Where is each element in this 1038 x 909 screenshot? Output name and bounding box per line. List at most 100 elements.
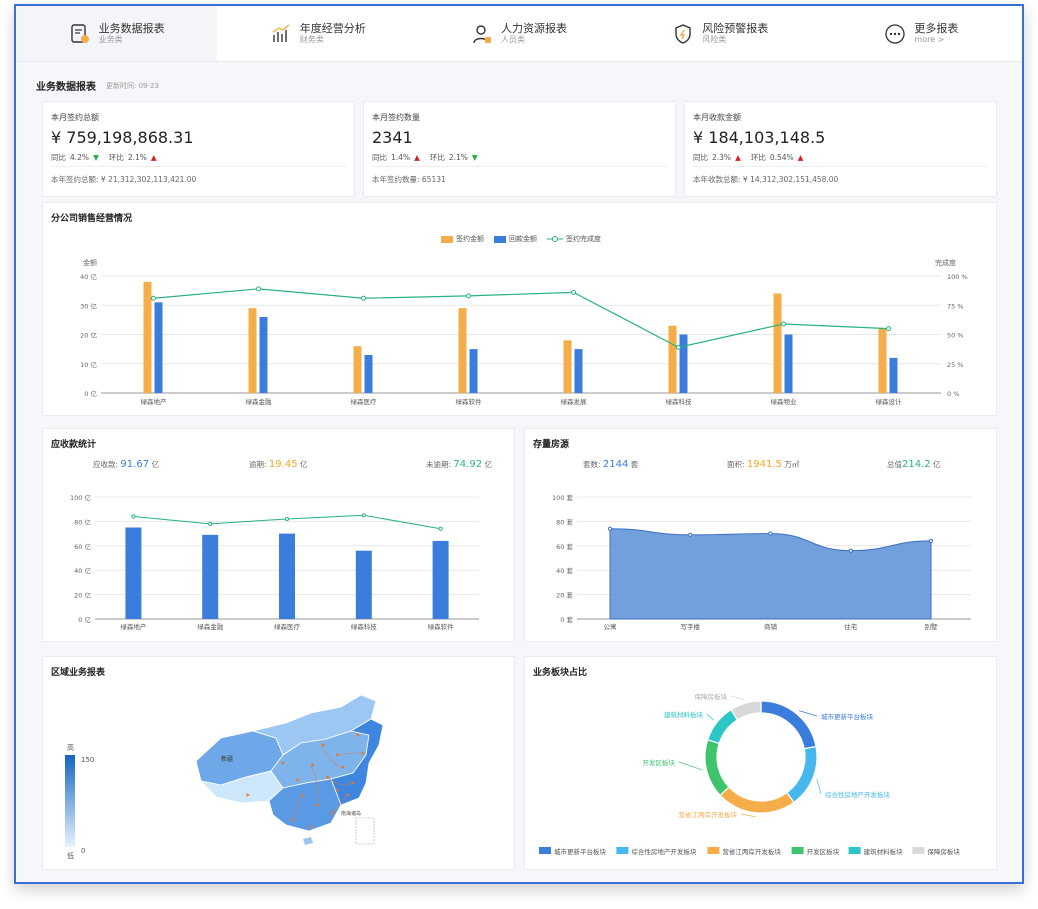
legend-item[interactable]: 签约金额 [441, 234, 484, 244]
tab-business-report[interactable]: 业务数据报表 业务类 [16, 6, 218, 61]
legend-label: 建筑材料板块 [864, 847, 904, 856]
south-sea-inset [355, 817, 375, 845]
legend-swatch [494, 235, 506, 243]
donut-leader-line [678, 761, 703, 771]
map-region-south[interactable] [268, 778, 342, 832]
kpi-value: 2341 [372, 128, 413, 147]
bar-receivable [355, 550, 372, 619]
bar-collection-amount [889, 357, 898, 393]
visualmap-gradient[interactable] [65, 755, 75, 847]
point-receivable [361, 513, 366, 518]
stat-label: 总值 [887, 460, 902, 469]
map-region-hainan[interactable] [303, 837, 313, 845]
map-region-east[interactable] [330, 718, 384, 806]
y2-tick-label: 75 % [947, 302, 964, 310]
bar-sign-amount [878, 328, 887, 393]
trend-up-icon: ▲ [797, 153, 804, 162]
y2-tick-label: 50 % [947, 332, 964, 340]
china-map[interactable]: 新疆 南海诸岛 [191, 693, 451, 863]
y2-tick-label: 0 % [947, 390, 959, 398]
x-tick-label: 绿森金融 [197, 622, 224, 631]
donut-slice-label: 综合性房地产开发板块 [825, 790, 891, 799]
bar-collection-amount [574, 349, 583, 393]
y-tick-label: 60 套 [556, 542, 573, 551]
segment-share-panel: 业务板块占比 城市更新平台板块 综合性房地产开发板块 营省江两岸开发板块 开发区板块建… [524, 656, 997, 870]
shield-icon [675, 23, 691, 44]
tab-title: 更多报表 [914, 22, 959, 35]
y-axis-label: 金额 [83, 258, 97, 267]
tab-title: 人力资源报表 [501, 22, 567, 35]
stat-unit: 亿 [484, 460, 492, 469]
x-tick-label: 绿森地产 [141, 397, 168, 406]
point-completion [256, 286, 261, 292]
y2-axis-label: 完成度 [935, 258, 956, 267]
bar-collection-amount [154, 302, 163, 393]
y-tick-label: 0 套 [560, 615, 573, 624]
stat-area: 面积: 1941.5 万㎡ [727, 459, 799, 470]
bar-collection-amount [784, 334, 793, 393]
donut-leader-line [816, 778, 822, 795]
tab-more-reports[interactable]: 更多报表 more > [821, 6, 1022, 61]
donut-slice [706, 708, 739, 745]
x-tick-label: 公寓 [604, 622, 617, 631]
bar-sign-amount [248, 308, 257, 393]
stat-value: 1941.5 [746, 459, 782, 470]
point-stock [848, 548, 853, 553]
bar-growth-icon [272, 23, 290, 42]
tab-hr-report[interactable]: 人力资源报表 人员类 [418, 6, 619, 61]
trend-up-icon: ▲ [414, 153, 420, 162]
yoy-label: 同比 [51, 153, 66, 162]
point-receivable [438, 526, 443, 531]
stat-value: 214.2 [902, 459, 931, 470]
point-completion [466, 293, 471, 299]
x-tick-label: 绿森软件 [456, 397, 483, 406]
mom-value: 2.1% [448, 153, 468, 162]
legend-item[interactable]: 回款金额 [494, 234, 537, 244]
kpi-value: ¥ 184,103,148.5 [693, 128, 826, 147]
bar-receivable [202, 534, 219, 619]
x-tick-label: 绿森医疗 [274, 622, 301, 631]
donut-leader-line [730, 695, 745, 700]
visualmap-low-label: 低 [67, 852, 74, 860]
visualmap-min: 0 [81, 847, 86, 855]
tab-risk-report[interactable]: 风险预警报表 风险类 [620, 6, 821, 61]
mom-value: 0.54% [769, 153, 794, 162]
update-time: 更新时间: 09-23 [106, 82, 159, 90]
report-tab-bar: 业务数据报表 业务类 年度经营分析 财务类 人力资源报表 人员类 风险预警报表 风险类 … [16, 6, 1022, 62]
point-stock [688, 532, 693, 537]
stat-value: 2144 [602, 459, 629, 470]
stat-label: 应收款: [93, 460, 119, 469]
y2-tick-label: 100 % [947, 273, 968, 281]
chart-legend: 签约金额 回款金额 签约完成度 [441, 234, 601, 244]
bar-sign-amount [458, 308, 467, 393]
y-tick-label: 100 套 [552, 493, 573, 502]
point-completion [571, 289, 576, 295]
receivables-panel: 应收款统计 应收款: 91.67 亿 逾期: 19.45 亿 未逾期: 74.9… [42, 428, 515, 642]
stat-label: 面积: [727, 460, 745, 469]
stat-label: 逾期: [249, 460, 267, 469]
stat-overdue: 逾期: 19.45 亿 [249, 459, 307, 470]
stat-units: 套数: 2144 套 [583, 459, 638, 470]
x-tick-label: 住宅 [844, 622, 858, 631]
y-tick-label: 80 亿 [74, 517, 91, 526]
more-icon [885, 23, 906, 44]
bar-sign-amount [353, 346, 362, 393]
tab-annual-analysis[interactable]: 年度经营分析 财务类 [217, 6, 418, 61]
legend-item[interactable]: 签约完成度 [547, 234, 601, 244]
legend-label: 营省江两岸开发板块 [722, 847, 781, 856]
point-completion [676, 344, 681, 350]
point-receivable [131, 514, 136, 519]
kpi-label: 本月收款金额 [693, 113, 741, 122]
legend-label: 保障房板块 [927, 847, 960, 856]
tab-subtitle: 人员类 [501, 35, 525, 44]
bar-collection-amount [259, 316, 268, 393]
y-tick-label: 20 套 [556, 591, 573, 600]
trend-down-icon: ▼ [471, 153, 478, 162]
chart-title: 存量房源 [533, 440, 570, 450]
kpi-footer: 本年收款总额: ¥ 14,312,302,151,458.00 [693, 175, 839, 184]
chart-title: 业务板块占比 [533, 668, 588, 678]
report-icon [70, 23, 89, 43]
x-tick-label: 绿森科技 [666, 397, 693, 406]
map-label-xinjiang: 新疆 [221, 755, 233, 763]
